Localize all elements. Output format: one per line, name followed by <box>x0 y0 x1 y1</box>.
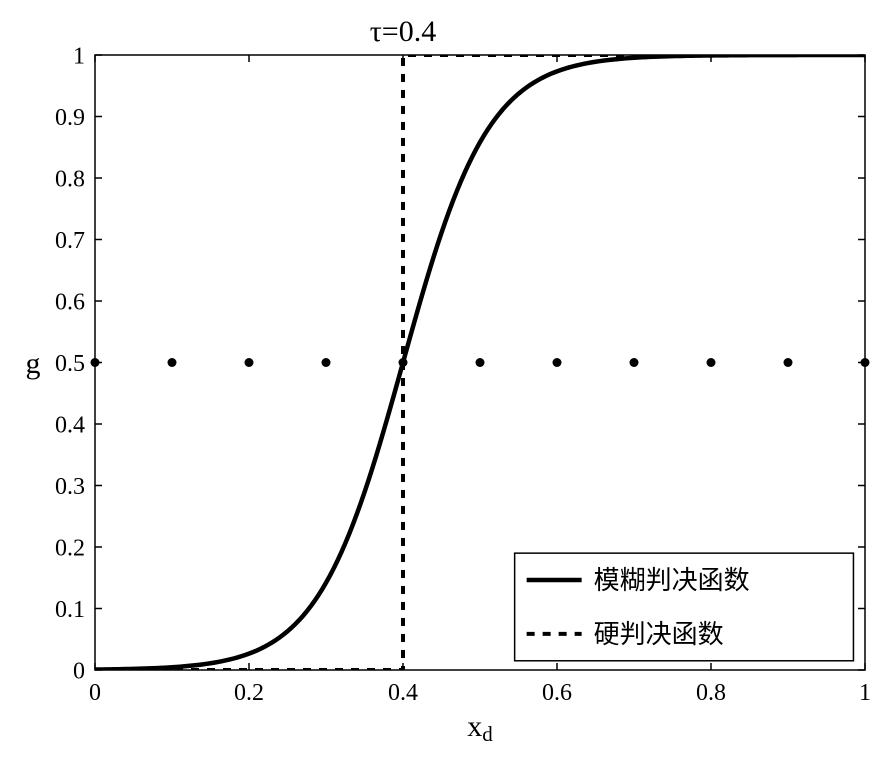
midline-dot <box>322 358 331 367</box>
y-tick-label: 0.6 <box>55 289 85 315</box>
x-tick-label: 0.4 <box>388 680 418 706</box>
x-tick-label: 0.6 <box>542 680 572 706</box>
y-tick-label: 0 <box>73 658 85 684</box>
midline-dot <box>91 358 100 367</box>
y-tick-label: 0.9 <box>55 105 85 131</box>
x-tick-label: 1 <box>859 680 871 706</box>
midline-dot <box>784 358 793 367</box>
midline-dot <box>168 358 177 367</box>
y-tick-label: 0.3 <box>55 474 85 500</box>
y-tick-label: 0.5 <box>55 351 85 377</box>
y-tick-label: 0.1 <box>55 597 85 623</box>
y-tick-label: 1 <box>73 43 85 69</box>
x-tick-label: 0 <box>89 680 101 706</box>
chart-title: τ=0.4 <box>370 15 436 48</box>
chart-svg: 0 0.2 0.4 0.6 0.8 1 0 0.1 0.2 0.3 0.4 0.5 0.6 0.7 0.8 0… <box>0 0 894 760</box>
legend-label-sigmoid: 模糊判决函数 <box>594 566 750 595</box>
midline-dot <box>861 358 870 367</box>
midline-dot <box>245 358 254 367</box>
x-tick-label: 0.2 <box>234 680 264 706</box>
midline-dot <box>476 358 485 367</box>
midline-dot <box>630 358 639 367</box>
x-tick-label: 0.8 <box>696 680 726 706</box>
y-tick-label: 0.7 <box>55 228 85 254</box>
legend-label-step: 硬判决函数 <box>594 620 724 649</box>
y-tick-label: 0.4 <box>55 412 85 438</box>
chart-container: 0 0.2 0.4 0.6 0.8 1 0 0.1 0.2 0.3 0.4 0.5 0.6 0.7 0.8 0… <box>0 0 894 760</box>
midline-dot <box>707 358 716 367</box>
midline-dot <box>553 358 562 367</box>
y-tick-label: 0.8 <box>55 166 85 192</box>
y-axis-label: g <box>26 347 41 380</box>
y-tick-label: 0.2 <box>55 535 85 561</box>
